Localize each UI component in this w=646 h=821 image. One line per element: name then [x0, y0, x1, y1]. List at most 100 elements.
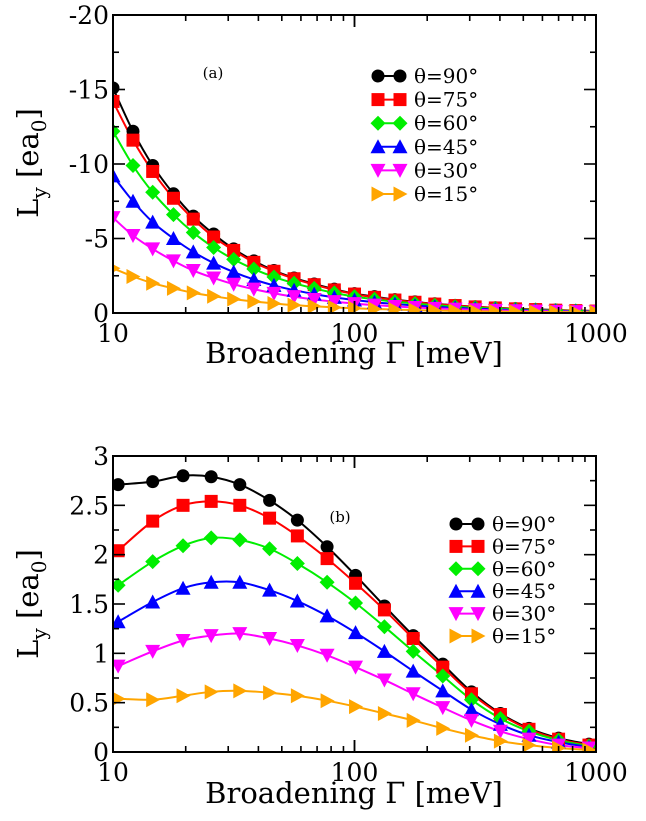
y-tick-label: 2 [93, 541, 109, 570]
data-point-s5-0 [113, 264, 121, 273]
data-point-s5-7 [247, 294, 262, 310]
legend-marker [449, 517, 463, 531]
series-layer [113, 81, 596, 313]
data-point-s4-1 [125, 229, 141, 244]
data-point-s4-14 [521, 732, 537, 747]
legend-marker [370, 163, 386, 178]
legend-marker [370, 139, 386, 154]
panel-label: (b) [329, 508, 350, 526]
data-point-s0-2 [176, 469, 190, 483]
data-point-s4-0 [113, 211, 121, 226]
series-line-2 [113, 130, 596, 313]
data-point-s1-11 [436, 660, 450, 674]
data-point-s4-12 [463, 713, 479, 728]
data-point-s3-7 [319, 608, 335, 623]
data-point-s2-9 [376, 619, 392, 635]
data-point-s1-1 [146, 514, 160, 528]
legend-label: θ=60° [492, 557, 556, 581]
data-point-s5-12 [464, 727, 479, 743]
data-point-s2-5 [262, 541, 278, 557]
data-point-s1-4 [186, 212, 200, 226]
data-point-s1-2 [176, 498, 190, 512]
legend-marker [371, 186, 386, 202]
data-point-s5-18 [468, 303, 483, 313]
y-tick-label: 2.5 [69, 491, 109, 520]
data-point-s2-5 [206, 239, 222, 255]
data-point-s5-10 [406, 712, 421, 728]
data-point-s5-8 [349, 699, 364, 715]
legend-label: θ=75° [492, 534, 556, 558]
x-axis-title: Broadening Γ [meV] [205, 336, 503, 370]
data-point-s5-6 [227, 291, 242, 307]
x-tick-label: 10 [97, 319, 129, 348]
data-point-s4-4 [232, 627, 248, 642]
data-point-s3-2 [175, 580, 191, 595]
legend-marker [370, 115, 386, 131]
data-point-s3-12 [463, 702, 479, 717]
y-tick-label: 0 [93, 738, 109, 767]
data-point-s5-2 [176, 688, 191, 704]
legend-marker [471, 628, 486, 644]
data-point-s1-8 [349, 576, 363, 590]
data-point-s3-8 [348, 625, 364, 640]
legend-label: θ=45° [414, 135, 478, 159]
data-point-s4-10 [405, 687, 421, 702]
data-point-s4-9 [376, 673, 392, 688]
x-tick-label: 1000 [564, 758, 628, 787]
data-point-s3-2 [145, 214, 161, 229]
data-point-s2-6 [226, 251, 242, 267]
legend-label: θ=60° [414, 111, 478, 135]
data-point-s5-2 [146, 275, 161, 291]
data-point-s4-2 [145, 242, 161, 257]
data-point-s5-6 [290, 688, 305, 704]
legend-marker [449, 539, 463, 553]
y-axis-title: Ly [ea0] [11, 108, 51, 218]
chart-panel-b: 10 100 1000 0 0.5 1 1.5 2 2.5 3 (b) Broadening Γ [m… [11, 442, 628, 810]
legend-marker [448, 583, 464, 598]
legend-marker [393, 186, 408, 202]
data-point-s4-9 [286, 290, 302, 305]
data-point-s5-3 [204, 684, 219, 700]
series-line-1 [113, 100, 596, 313]
series-line-5 [118, 689, 590, 752]
legend-marker [471, 539, 485, 553]
data-point-s4-3 [165, 254, 181, 269]
data-point-s4-3 [203, 629, 219, 644]
data-point-s3-6 [289, 593, 305, 608]
data-point-s3-11 [435, 683, 451, 698]
data-point-s3-3 [165, 231, 181, 245]
legend-label: θ=30° [414, 158, 478, 182]
legend-label: θ=90° [414, 64, 478, 88]
data-point-s5-5 [263, 685, 278, 701]
data-point-s3-3 [203, 574, 219, 589]
data-point-s2-2 [145, 184, 161, 200]
data-point-s1-6 [227, 243, 241, 257]
x-axis-title: Broadening Γ [meV] [205, 776, 503, 810]
legend-marker [448, 607, 464, 622]
series-layer [113, 469, 596, 752]
y-tick-label: -5 [85, 225, 109, 254]
y-tick-label: 0 [93, 299, 109, 328]
y-axis-title: Ly [ea0] [11, 549, 51, 659]
data-point-s4-1 [145, 644, 161, 659]
y-tick-label: 1.5 [69, 590, 109, 619]
y-tick-label: -15 [69, 76, 109, 105]
panel-label: (a) [203, 64, 224, 82]
data-point-s1-4 [233, 498, 247, 512]
data-point-s4-5 [262, 632, 278, 647]
data-point-s0-4 [233, 478, 247, 492]
data-point-s3-10 [405, 663, 421, 678]
data-point-s4-11 [435, 701, 451, 716]
x-tick-label: 100 [331, 319, 379, 348]
data-point-s5-16 [428, 303, 443, 313]
x-tick-label: 10 [97, 758, 129, 787]
data-point-s5-21 [529, 304, 544, 313]
data-point-s5-22 [549, 304, 564, 313]
data-point-s3-6 [226, 264, 242, 279]
legend-label: θ=90° [492, 512, 556, 536]
data-point-s2-7 [246, 261, 262, 277]
data-point-s2-1 [125, 157, 141, 173]
data-point-s2-7 [319, 574, 335, 590]
data-point-s5-4 [186, 285, 201, 301]
data-point-s3-4 [185, 244, 201, 259]
